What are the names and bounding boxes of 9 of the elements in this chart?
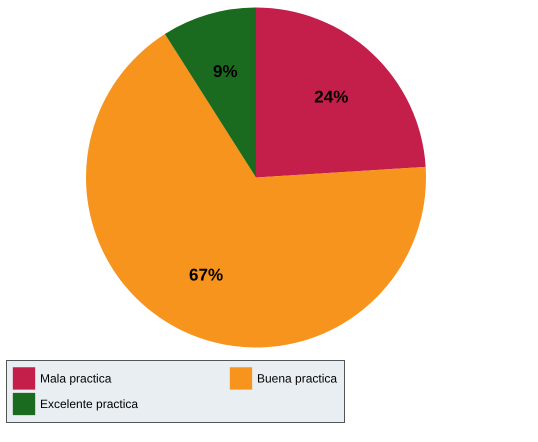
legend-label: Buena practica — [257, 371, 338, 386]
pie-slice — [86, 34, 426, 348]
pie-slice — [256, 8, 426, 178]
legend-label: Excelente practica — [40, 397, 138, 411]
data-label: 67% — [189, 266, 224, 285]
data-label: 24% — [314, 87, 348, 106]
data-label: 9% — [213, 62, 238, 81]
pie-slice — [164, 8, 256, 178]
legend-label: Mala practica — [40, 371, 112, 386]
